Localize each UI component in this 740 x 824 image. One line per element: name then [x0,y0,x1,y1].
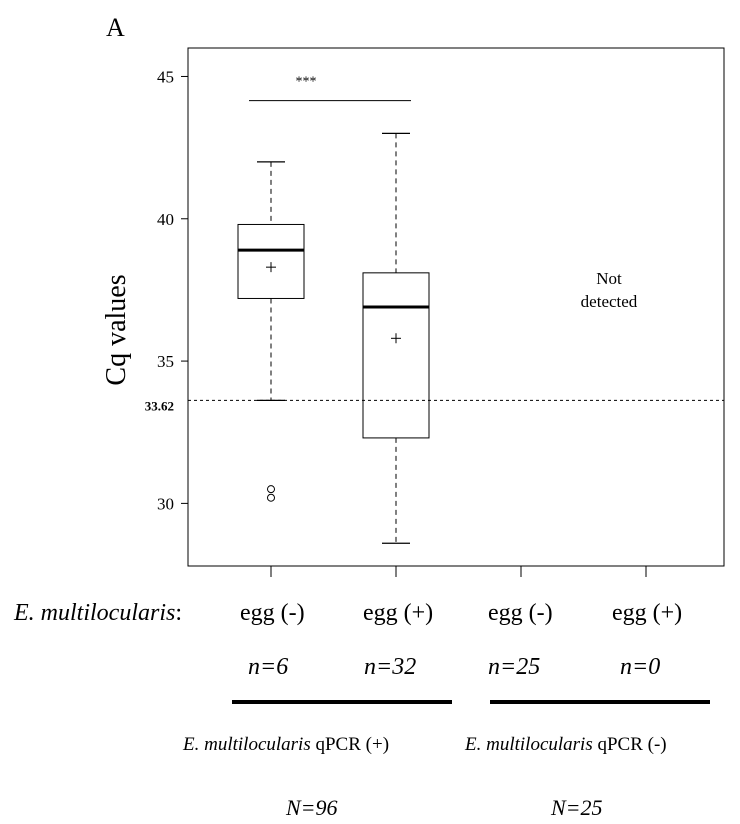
group-rule-qpcr-negative [490,700,710,704]
group-label-qpcr-negative-species: E. multilocularis [465,734,593,755]
panel-label: A [106,13,125,42]
group-total-qpcr-negative: N=25 [551,795,603,821]
y-tick-label-30: 30 [157,494,174,513]
group-label-qpcr-negative-assay: qPCR (-) [597,734,666,755]
group-label-qpcr-positive-species: E. multilocularis [183,734,311,755]
y-tick-label-35: 35 [157,352,174,371]
iqr-box [363,273,429,438]
category-label-4: egg (+) [612,600,682,627]
x-axis-ticks [271,566,646,577]
category-label-3: egg (-) [488,600,553,627]
box-1 [238,162,304,501]
box-series [238,133,429,543]
group-label-qpcr-positive-assay: qPCR (+) [315,734,389,755]
outlier-point-2 [268,494,275,501]
sample-count-4: n=0 [620,654,660,681]
y-tick-label-45: 45 [157,67,174,86]
group-total-qpcr-positive: N=96 [286,795,338,821]
sample-count-1: n=6 [248,654,288,681]
sample-count-3: n=25 [488,654,540,681]
significance-label: *** [296,75,317,90]
threshold-label: 33.62 [145,398,174,413]
plot-frame [188,48,724,566]
box-2 [363,133,429,543]
not-detected-label-line2: detected [581,292,638,311]
category-label-1: egg (-) [240,600,305,627]
outlier-point-1 [268,486,275,493]
y-axis-label: Cq values [101,274,132,385]
x-axis-prefix: E. multilocularis: [14,600,182,627]
category-label-2: egg (+) [363,600,433,627]
group-rule-qpcr-positive [232,700,452,704]
sample-count-2: n=32 [364,654,416,681]
x-axis-prefix-species: E. multilocularis [14,600,175,626]
x-axis-prefix-colon: : [175,600,182,626]
group-label-qpcr-positive: E. multilocularis qPCR (+) [183,734,389,756]
y-axis-ticks: 30 35 40 45 [157,67,188,513]
y-tick-label-40: 40 [157,210,174,229]
group-label-qpcr-negative: E. multilocularis qPCR (-) [465,734,667,756]
iqr-box [238,224,304,298]
not-detected-label-line1: Not [596,269,622,288]
